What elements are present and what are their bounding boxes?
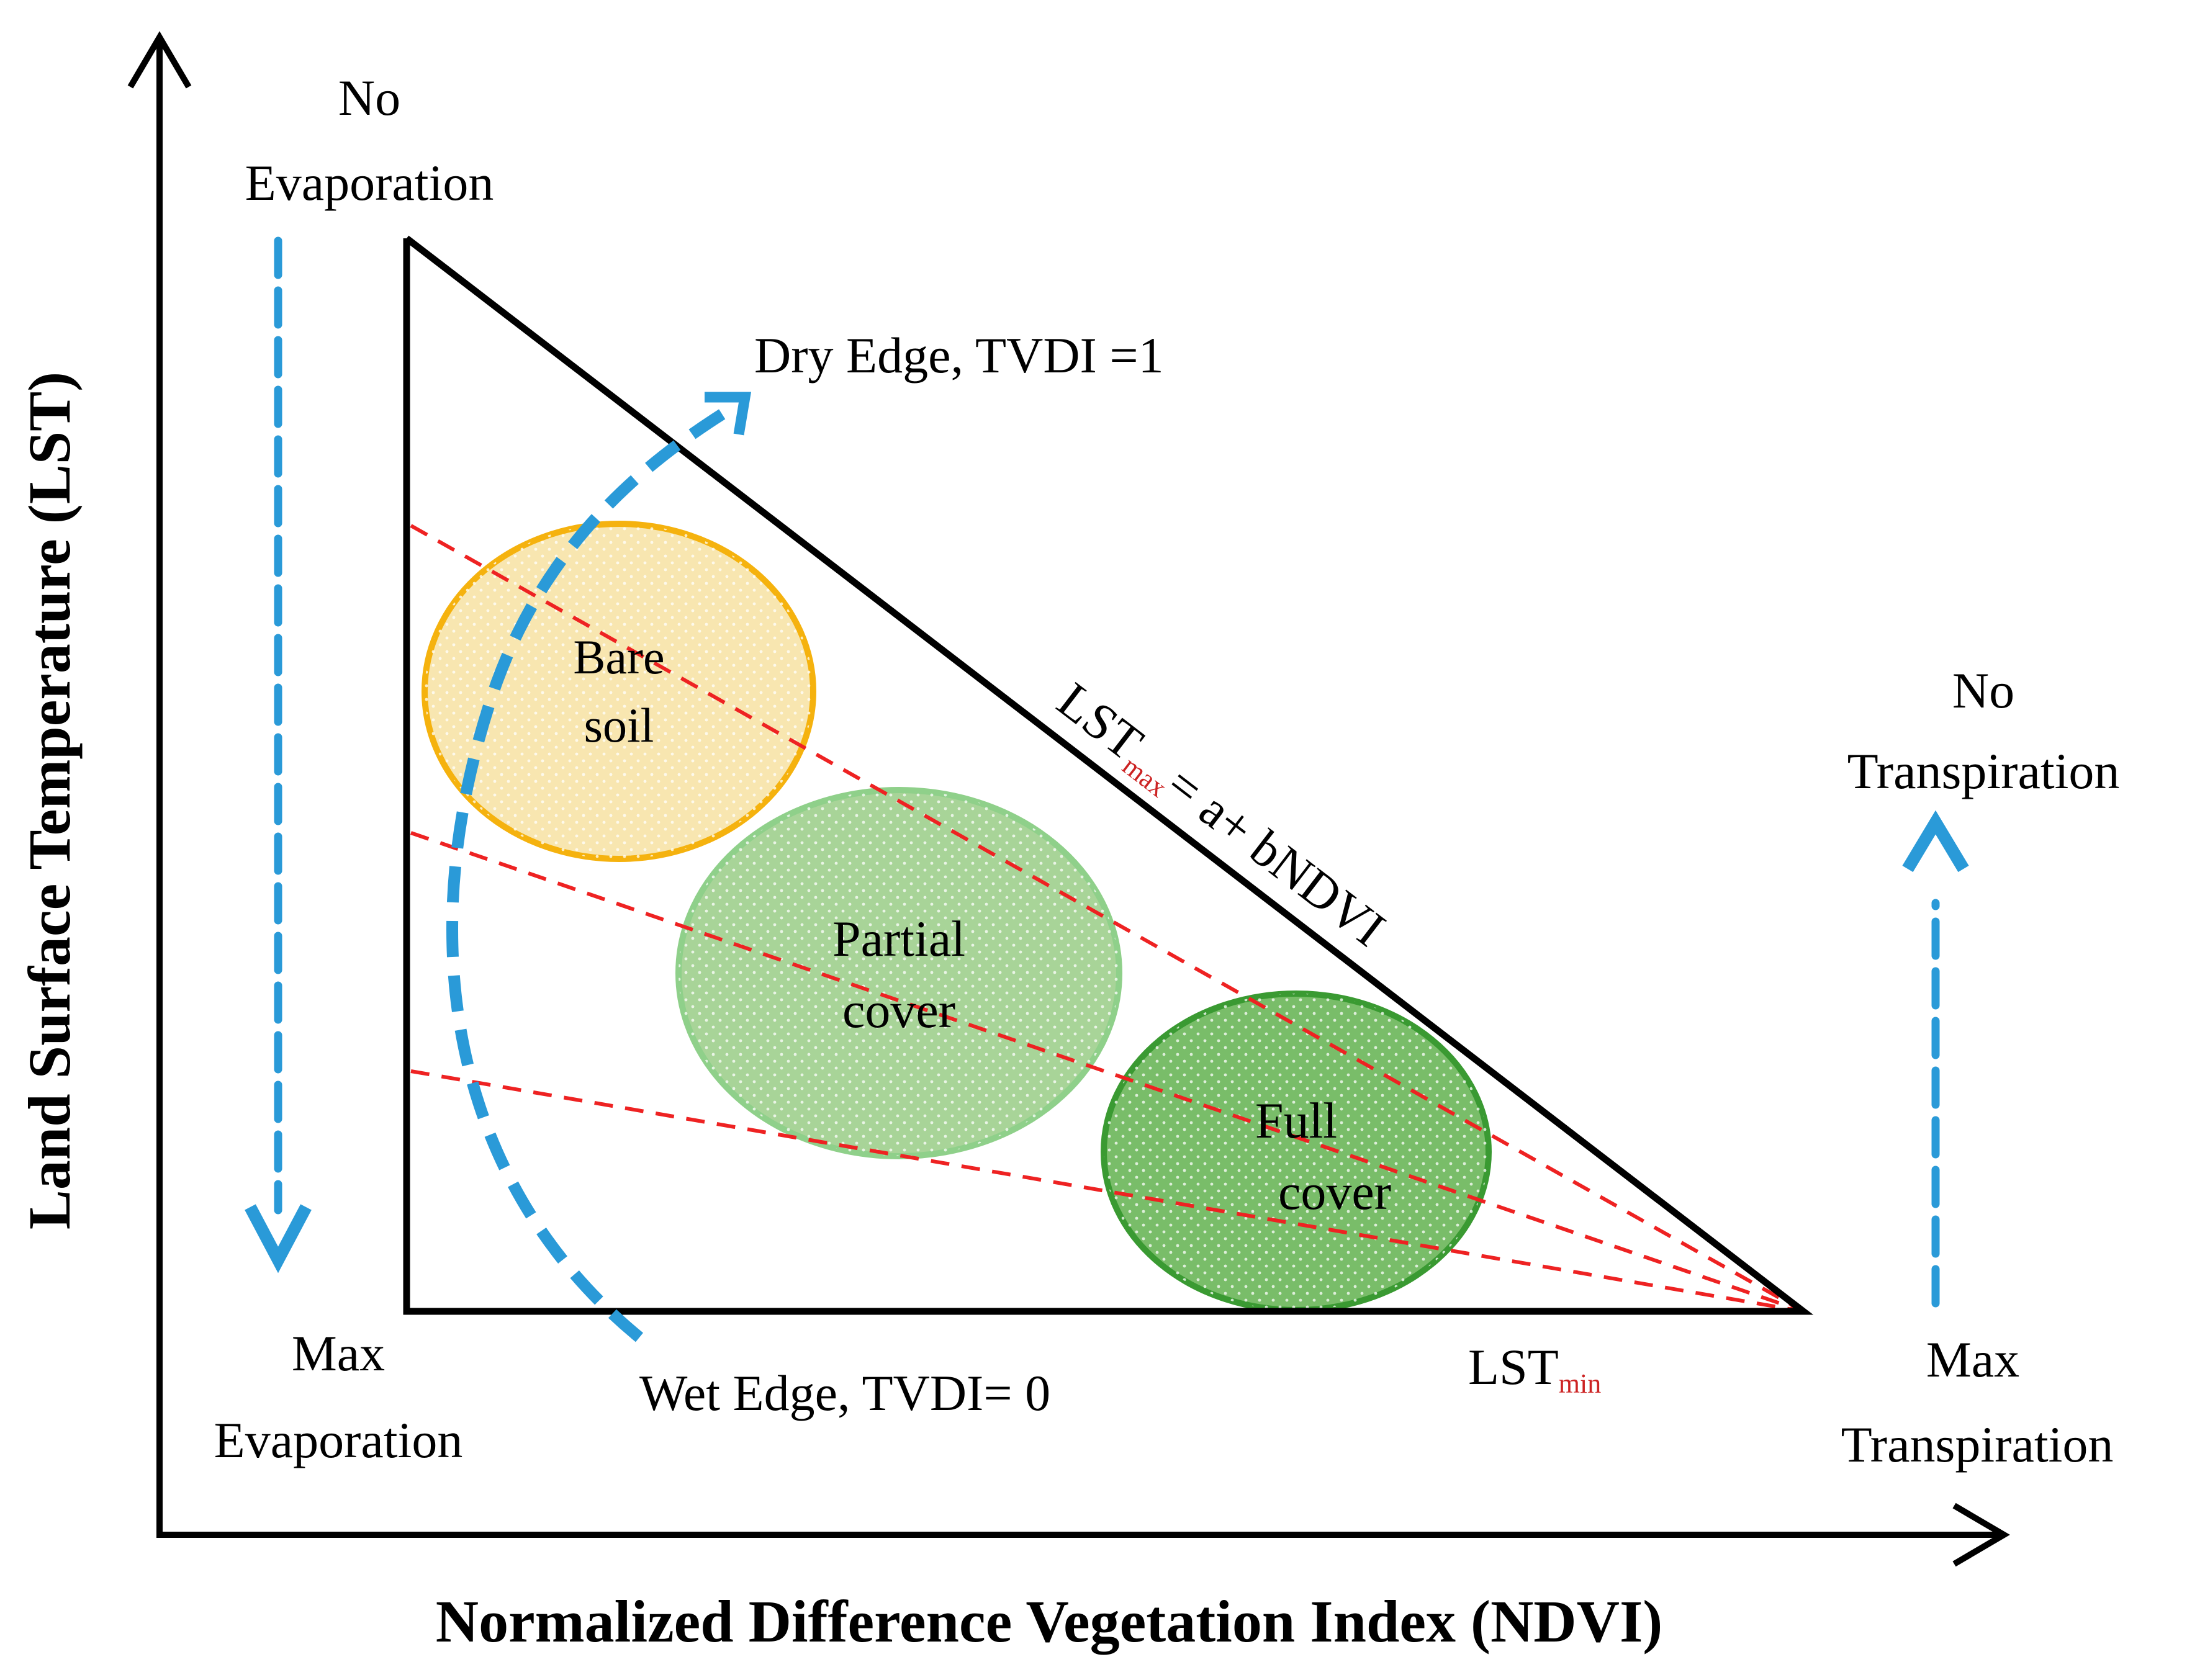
evaporation-arrow: [245, 236, 312, 1273]
tvdi-isoline-1: [410, 524, 1805, 1313]
vegetation-zones: [422, 521, 1492, 1313]
partial-cover-texture: [679, 790, 1119, 1156]
lst-min-subscript: min: [1559, 1368, 1601, 1399]
tvdi-isoline-3: [410, 1069, 1804, 1313]
axes: [127, 31, 2010, 1567]
tvdi-isoline-2: [410, 831, 1804, 1313]
no-transpiration-label-line2: Transpiration: [1847, 743, 2120, 799]
lst-min-label: LSTmin: [1468, 1339, 1601, 1399]
no-evaporation-label-line2: Evaporation: [245, 155, 494, 211]
full-cover-texture: [1104, 994, 1489, 1310]
bare-soil-texture: [425, 524, 813, 859]
x-axis-title: Normalized Difference Vegetation Index (…: [436, 1588, 1663, 1655]
max-transpiration-label-line2: Transpiration: [1841, 1416, 2114, 1473]
partial-cover-label-line2: cover: [842, 982, 955, 1038]
tvdi-isolines: [410, 524, 1805, 1313]
max-transpiration-label-line1: Max: [1926, 1331, 2019, 1388]
dry-edge-label: Dry Edge, TVDI =1: [754, 327, 1164, 384]
y-axis-arrowhead: [127, 31, 192, 89]
transpiration-arrowhead: [1902, 810, 1969, 873]
lst-min-main: LST: [1468, 1339, 1559, 1395]
max-evaporation-label-line1: Max: [292, 1325, 385, 1381]
lst-max-rest: = a+ bNDVI: [1157, 755, 1396, 957]
full-cover-label-line2: cover: [1278, 1164, 1391, 1220]
x-axis-arrowhead: [1952, 1503, 2010, 1567]
no-evaporation-label-line1: No: [338, 70, 400, 126]
full-cover-label-line1: Full: [1255, 1092, 1337, 1149]
partial-cover-label-line1: Partial: [832, 910, 965, 967]
transpiration-arrow: [1902, 810, 1969, 1308]
y-axis-title: Land Surface Temperature (LST): [16, 372, 83, 1229]
tvdi-gradient-curve: [446, 404, 733, 1342]
tvdi-gradient-arrowhead: [705, 392, 752, 436]
evaporation-arrowhead: [245, 1204, 312, 1273]
wet-edge-label: Wet Edge, TVDI= 0: [639, 1365, 1050, 1421]
tvdi-gradient-arrow: [446, 392, 752, 1342]
no-transpiration-label-line1: No: [1952, 662, 2014, 719]
bare-soil-label-line2: soil: [584, 698, 654, 752]
ndvi-lst-triangle: [403, 235, 1814, 1315]
max-evaporation-label-line2: Evaporation: [214, 1412, 463, 1468]
bare-soil-label-line1: Bare: [573, 630, 664, 684]
